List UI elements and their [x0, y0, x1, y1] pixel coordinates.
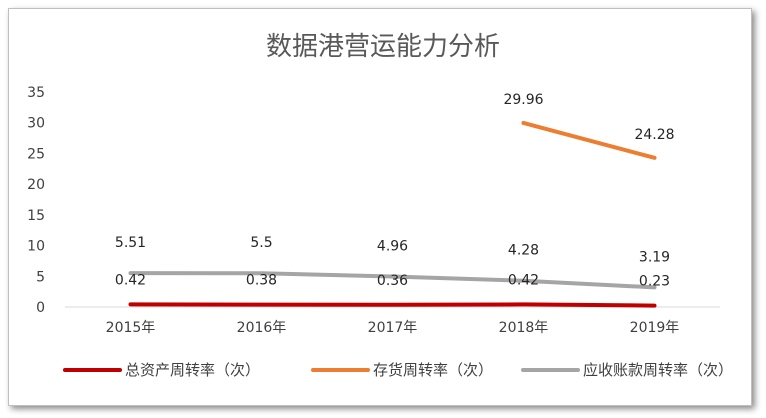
y-tick-label: 5: [36, 269, 45, 285]
legend-label: 应收账款周转率（次）: [583, 361, 733, 379]
legend-label: 存货周转率（次）: [373, 361, 493, 379]
y-tick-label: 10: [27, 239, 45, 255]
legend-label: 总资产周转率（次）: [125, 361, 260, 379]
series-line-0: [128, 302, 657, 308]
y-tick-label: 15: [27, 208, 45, 224]
data-label: 0.23: [639, 274, 670, 290]
data-label: 5.5: [250, 235, 272, 251]
y-tick-label: 35: [27, 85, 45, 101]
x-axis: 2015年 2016年 2017年 2018年 2019年: [65, 306, 720, 336]
data-label: 0.42: [508, 272, 539, 288]
y-tick-label: 20: [27, 177, 45, 193]
data-label: 29.96: [503, 92, 543, 108]
y-tick-label: 30: [27, 116, 45, 132]
x-tick-label: 2019年: [630, 320, 680, 336]
series-line-2: [128, 271, 657, 290]
x-tick-label: 2017年: [368, 320, 418, 336]
legend: 总资产周转率（次） 存货周转率（次） 应收账款周转率（次）: [63, 361, 733, 379]
chart-frame: [8, 8, 752, 406]
data-label: 4.96: [377, 239, 408, 255]
x-tick-label: 2016年: [237, 320, 287, 336]
x-tick-label: 2018年: [499, 320, 549, 336]
chart-title: 数据港营运能力分析: [266, 32, 500, 62]
data-labels: 0.42 0.38 0.36 0.42 0.23 29.96 24.28 5.51 5.5 4.9…: [115, 92, 675, 290]
data-label: 0.38: [246, 273, 277, 289]
y-tick-label: 0: [36, 300, 45, 316]
y-axis: 0 5 10 15 20 25 30 35: [27, 85, 45, 316]
data-label: 0.42: [115, 272, 146, 288]
y-tick-label: 25: [27, 146, 45, 162]
data-label: 5.51: [115, 235, 146, 251]
series-line-1: [521, 120, 657, 160]
data-label: 0.36: [377, 273, 408, 289]
x-tick-label: 2015年: [106, 320, 156, 336]
data-label: 4.28: [508, 243, 539, 259]
series-layer: [128, 120, 657, 308]
data-label: 3.19: [639, 249, 670, 265]
data-label: 24.28: [634, 127, 674, 143]
